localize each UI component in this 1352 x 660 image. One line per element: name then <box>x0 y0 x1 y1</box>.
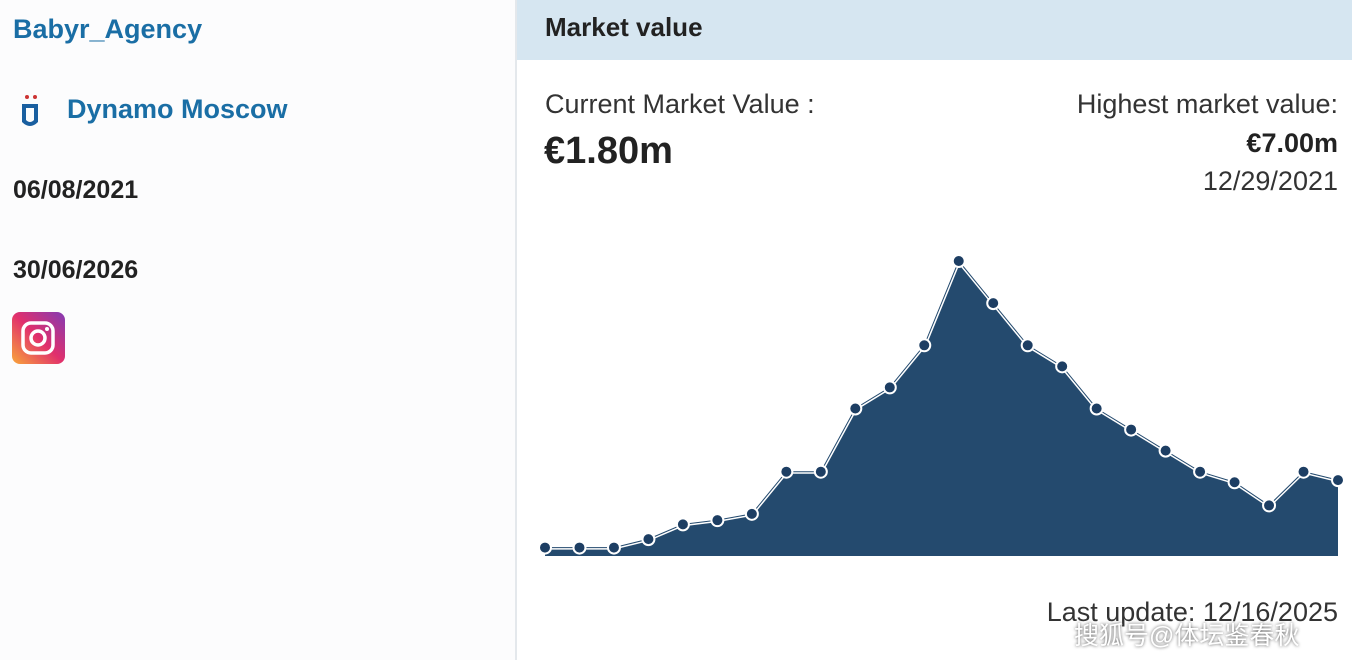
data-point <box>1227 475 1242 490</box>
highest-value: €7.00m <box>1246 128 1338 158</box>
data-point <box>1089 401 1104 416</box>
panel-header <box>517 0 1352 60</box>
data-point <box>813 464 828 479</box>
data-point <box>675 517 690 532</box>
watermark: 搜狐号@体坛鉴春秋 <box>1074 622 1300 650</box>
data-point <box>1158 443 1173 458</box>
highest-date: 12/29/2021 <box>1202 166 1338 196</box>
data-point <box>882 380 897 395</box>
data-point <box>1331 473 1345 488</box>
data-point <box>917 338 932 353</box>
data-point <box>986 296 1001 311</box>
club-logo <box>22 95 38 126</box>
highest-label: Highest market value: <box>1076 89 1338 119</box>
data-point <box>744 506 759 521</box>
data-point <box>1193 464 1208 479</box>
data-point <box>538 540 552 555</box>
current-value: €1.80m <box>544 130 673 172</box>
current-label: Current Market Value : <box>545 89 815 119</box>
last-update: Last update: 12/16/2025 <box>1046 597 1338 627</box>
data-point <box>1020 338 1035 353</box>
panel-title: Market value <box>545 12 703 42</box>
data-point <box>779 464 794 479</box>
instagram-icon[interactable] <box>11 311 67 367</box>
data-point <box>710 513 725 528</box>
data-point <box>572 540 587 555</box>
contract-date: 30/06/2026 <box>13 256 139 284</box>
club-link[interactable]: Dynamo Moscow <box>67 94 288 124</box>
data-point <box>641 532 656 547</box>
data-point <box>1262 498 1277 513</box>
data-point <box>606 540 621 555</box>
profile-panel: Babyr_Agency Dynamo Moscow 06/08/2021 30… <box>0 0 517 660</box>
area <box>545 261 1338 556</box>
agent-link[interactable]: Babyr_Agency <box>13 14 203 44</box>
joined-date: 06/08/2021 <box>13 176 139 204</box>
data-point <box>951 254 966 268</box>
data-point <box>848 401 863 416</box>
data-point <box>1124 422 1139 437</box>
data-point <box>1055 359 1070 374</box>
data-point <box>1296 464 1311 479</box>
